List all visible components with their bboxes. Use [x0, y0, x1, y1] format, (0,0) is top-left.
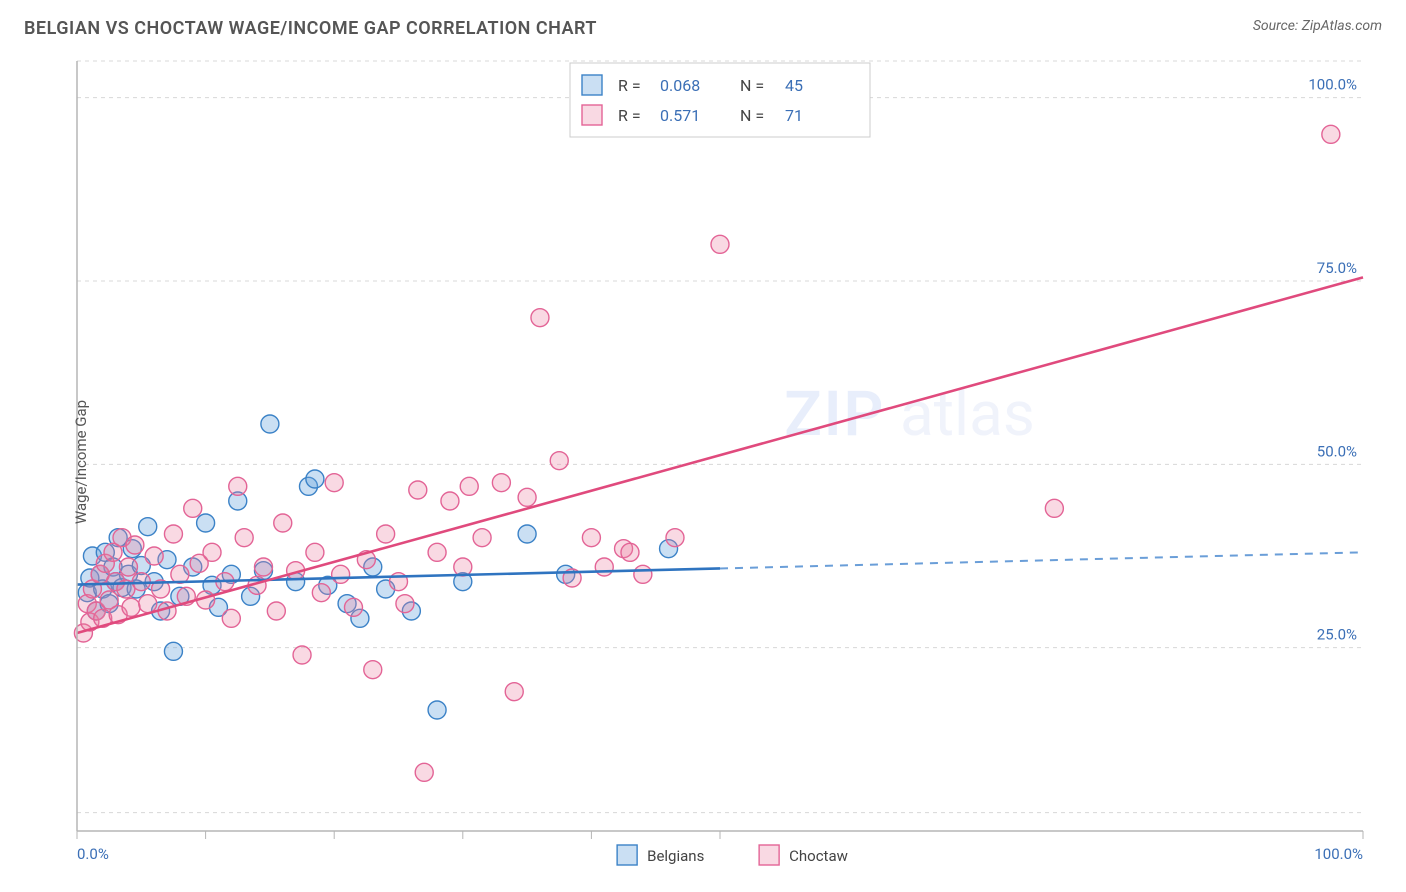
- data-point-choctaw: [595, 558, 613, 576]
- data-point-choctaw: [377, 525, 395, 543]
- data-point-choctaw: [139, 595, 157, 613]
- data-point-choctaw: [428, 543, 446, 561]
- data-point-choctaw: [293, 646, 311, 664]
- legend-label: Choctaw: [789, 847, 848, 865]
- data-point-choctaw: [505, 683, 523, 701]
- x-tick-label: 0.0%: [77, 845, 109, 863]
- data-point-belgians: [261, 415, 279, 433]
- data-point-choctaw: [531, 309, 549, 327]
- legend-swatch: [759, 845, 779, 865]
- data-point-choctaw: [119, 558, 137, 576]
- data-point-choctaw: [332, 565, 350, 583]
- data-point-choctaw: [274, 514, 292, 532]
- data-point-belgians: [139, 518, 157, 536]
- y-axis-label: Wage/Income Gap: [72, 400, 90, 524]
- data-point-choctaw: [460, 477, 478, 495]
- stats-r-value: 0.068: [660, 76, 700, 95]
- data-point-choctaw: [164, 525, 182, 543]
- y-tick-label: 25.0%: [1317, 626, 1357, 644]
- data-point-choctaw: [235, 529, 253, 547]
- data-point-choctaw: [222, 609, 240, 627]
- data-point-choctaw: [267, 602, 285, 620]
- data-point-choctaw: [396, 595, 414, 613]
- stats-swatch: [582, 75, 602, 95]
- data-point-choctaw: [325, 474, 343, 492]
- chart-title: BELGIAN VS CHOCTAW WAGE/INCOME GAP CORRE…: [24, 18, 597, 39]
- data-point-choctaw: [145, 547, 163, 565]
- stats-r-label: R =: [618, 106, 641, 125]
- data-point-choctaw: [344, 598, 362, 616]
- watermark-text: atlas: [900, 378, 1035, 451]
- stats-panel: [570, 63, 870, 137]
- data-point-choctaw: [1322, 125, 1340, 143]
- x-tick-label: 100.0%: [1314, 845, 1363, 863]
- data-point-choctaw: [415, 763, 433, 781]
- data-point-choctaw: [306, 543, 324, 561]
- data-point-choctaw: [550, 452, 568, 470]
- data-point-choctaw: [184, 499, 202, 517]
- data-point-choctaw: [1045, 499, 1063, 517]
- data-point-choctaw: [666, 529, 684, 547]
- data-point-choctaw: [441, 492, 459, 510]
- stats-swatch: [582, 105, 602, 125]
- data-point-choctaw: [582, 529, 600, 547]
- data-point-belgians: [428, 701, 446, 719]
- y-tick-label: 100.0%: [1308, 76, 1357, 94]
- data-point-choctaw: [364, 661, 382, 679]
- data-point-choctaw: [518, 488, 536, 506]
- legend-label: Belgians: [647, 847, 704, 865]
- stats-n-value: 71: [785, 106, 803, 125]
- data-point-choctaw: [126, 536, 144, 554]
- legend-swatch: [617, 845, 637, 865]
- y-tick-label: 50.0%: [1317, 442, 1357, 460]
- stats-n-label: N =: [740, 106, 764, 125]
- data-point-belgians: [518, 525, 536, 543]
- data-point-belgians: [306, 470, 324, 488]
- stats-r-value: 0.571: [660, 106, 700, 125]
- data-point-choctaw: [203, 543, 221, 561]
- trendline-choctaw: [77, 277, 1363, 633]
- data-point-choctaw: [229, 477, 247, 495]
- data-point-choctaw: [473, 529, 491, 547]
- data-point-choctaw: [454, 558, 472, 576]
- data-point-choctaw: [409, 481, 427, 499]
- stats-n-label: N =: [740, 76, 764, 95]
- stats-r-label: R =: [618, 76, 641, 95]
- data-point-choctaw: [122, 598, 140, 616]
- data-point-choctaw: [254, 558, 272, 576]
- data-point-choctaw: [621, 543, 639, 561]
- y-tick-label: 75.0%: [1317, 259, 1357, 277]
- data-point-choctaw: [634, 565, 652, 583]
- data-point-choctaw: [312, 584, 330, 602]
- source-label: Source: ZipAtlas.com: [1253, 18, 1382, 34]
- data-point-choctaw: [711, 235, 729, 253]
- scatter-chart-svg: ZIPatlas0.0%100.0%25.0%50.0%75.0%100.0%R…: [27, 47, 1379, 877]
- data-point-belgians: [164, 642, 182, 660]
- trendline-belgians-extended: [720, 552, 1363, 568]
- data-point-choctaw: [492, 474, 510, 492]
- stats-n-value: 45: [785, 76, 803, 95]
- chart-container: Wage/Income Gap ZIPatlas0.0%100.0%25.0%5…: [27, 47, 1379, 877]
- data-point-belgians: [197, 514, 215, 532]
